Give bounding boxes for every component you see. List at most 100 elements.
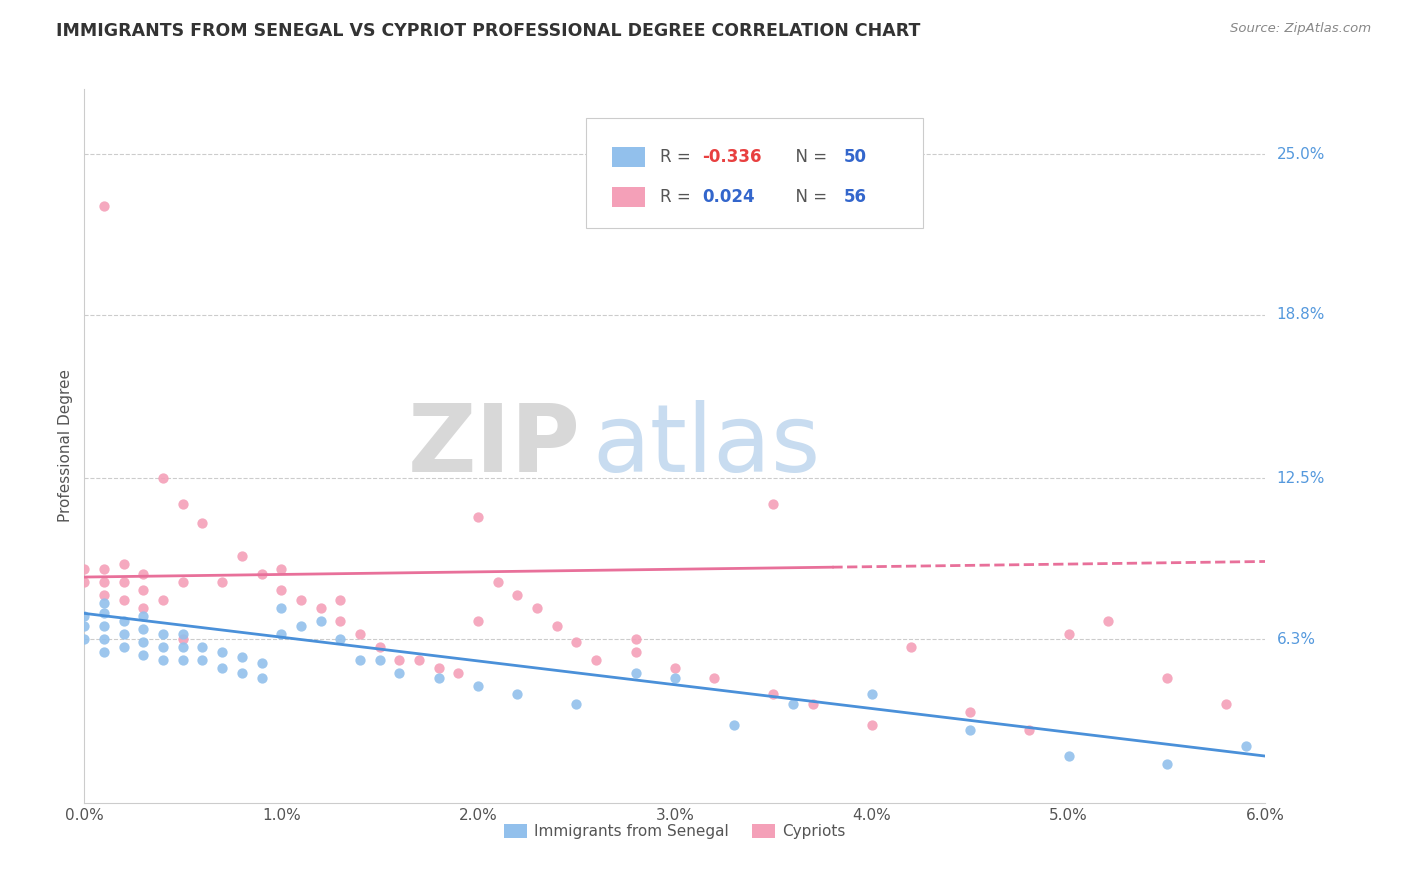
Point bbox=[959, 705, 981, 719]
Point bbox=[93, 562, 115, 576]
Text: IMMIGRANTS FROM SENEGAL VS CYPRIOT PROFESSIONAL DEGREE CORRELATION CHART: IMMIGRANTS FROM SENEGAL VS CYPRIOT PROFE… bbox=[56, 22, 921, 40]
Point bbox=[191, 516, 214, 530]
Point bbox=[132, 648, 155, 662]
Point bbox=[624, 632, 647, 647]
Point bbox=[132, 622, 155, 636]
Point bbox=[349, 653, 371, 667]
Point bbox=[93, 619, 115, 633]
Point bbox=[112, 614, 135, 628]
Point bbox=[270, 582, 292, 597]
Point bbox=[467, 614, 489, 628]
Point bbox=[112, 640, 135, 654]
Point bbox=[329, 614, 352, 628]
Point bbox=[723, 718, 745, 732]
Text: 12.5%: 12.5% bbox=[1277, 471, 1324, 486]
Point bbox=[900, 640, 922, 654]
Text: Source: ZipAtlas.com: Source: ZipAtlas.com bbox=[1230, 22, 1371, 36]
Point bbox=[290, 619, 312, 633]
Point bbox=[73, 619, 96, 633]
Point bbox=[93, 632, 115, 647]
Text: 50: 50 bbox=[844, 148, 866, 166]
Point bbox=[93, 596, 115, 610]
Point bbox=[112, 557, 135, 571]
Text: 25.0%: 25.0% bbox=[1277, 146, 1324, 161]
Point bbox=[959, 723, 981, 738]
Y-axis label: Professional Degree: Professional Degree bbox=[58, 369, 73, 523]
Bar bbox=[612, 187, 645, 207]
Point bbox=[73, 562, 96, 576]
Point bbox=[427, 661, 450, 675]
Point bbox=[801, 697, 824, 711]
Point bbox=[73, 632, 96, 647]
Point bbox=[506, 588, 529, 602]
Point bbox=[565, 697, 588, 711]
Point bbox=[1018, 723, 1040, 738]
Point bbox=[526, 601, 548, 615]
Point bbox=[388, 653, 411, 667]
Point bbox=[1057, 627, 1080, 641]
Point bbox=[309, 601, 332, 615]
Point bbox=[427, 671, 450, 685]
Point bbox=[506, 687, 529, 701]
Point bbox=[172, 632, 194, 647]
Point bbox=[250, 671, 273, 685]
Point bbox=[860, 718, 883, 732]
Point bbox=[152, 640, 174, 654]
Text: R =: R = bbox=[659, 148, 696, 166]
Point bbox=[152, 653, 174, 667]
Text: atlas: atlas bbox=[592, 400, 821, 492]
Point bbox=[546, 619, 568, 633]
Point bbox=[467, 679, 489, 693]
Point bbox=[172, 640, 194, 654]
Point bbox=[860, 687, 883, 701]
Text: ZIP: ZIP bbox=[408, 400, 581, 492]
Point bbox=[585, 653, 607, 667]
Point bbox=[624, 666, 647, 681]
Point bbox=[762, 687, 785, 701]
Point bbox=[309, 614, 332, 628]
Point bbox=[664, 661, 686, 675]
Point bbox=[290, 593, 312, 607]
Point bbox=[152, 471, 174, 485]
Point bbox=[447, 666, 470, 681]
Point bbox=[270, 562, 292, 576]
Point bbox=[1057, 749, 1080, 764]
Point bbox=[664, 671, 686, 685]
Point bbox=[703, 671, 725, 685]
Text: N =: N = bbox=[785, 148, 832, 166]
Point bbox=[250, 567, 273, 582]
Text: 18.8%: 18.8% bbox=[1277, 308, 1324, 322]
Point bbox=[231, 666, 253, 681]
Point bbox=[93, 575, 115, 590]
Point bbox=[1097, 614, 1119, 628]
Point bbox=[191, 653, 214, 667]
Point bbox=[172, 627, 194, 641]
Point bbox=[231, 650, 253, 665]
Point bbox=[132, 601, 155, 615]
Point bbox=[565, 635, 588, 649]
Point bbox=[270, 601, 292, 615]
Text: -0.336: -0.336 bbox=[702, 148, 762, 166]
Point bbox=[93, 588, 115, 602]
Point bbox=[191, 640, 214, 654]
Point bbox=[211, 575, 233, 590]
Point bbox=[329, 593, 352, 607]
FancyBboxPatch shape bbox=[586, 118, 922, 228]
Point bbox=[93, 607, 115, 621]
Point bbox=[172, 653, 194, 667]
Point bbox=[782, 697, 804, 711]
Point bbox=[73, 609, 96, 624]
Point bbox=[329, 632, 352, 647]
Point bbox=[1156, 671, 1178, 685]
Text: 6.3%: 6.3% bbox=[1277, 632, 1316, 647]
Point bbox=[211, 645, 233, 659]
Point bbox=[211, 661, 233, 675]
Point bbox=[132, 635, 155, 649]
Point bbox=[172, 497, 194, 511]
Text: 56: 56 bbox=[844, 188, 866, 206]
Point bbox=[250, 656, 273, 670]
Point bbox=[93, 199, 115, 213]
Text: 0.024: 0.024 bbox=[702, 188, 755, 206]
Point bbox=[1156, 756, 1178, 771]
Point bbox=[467, 510, 489, 524]
